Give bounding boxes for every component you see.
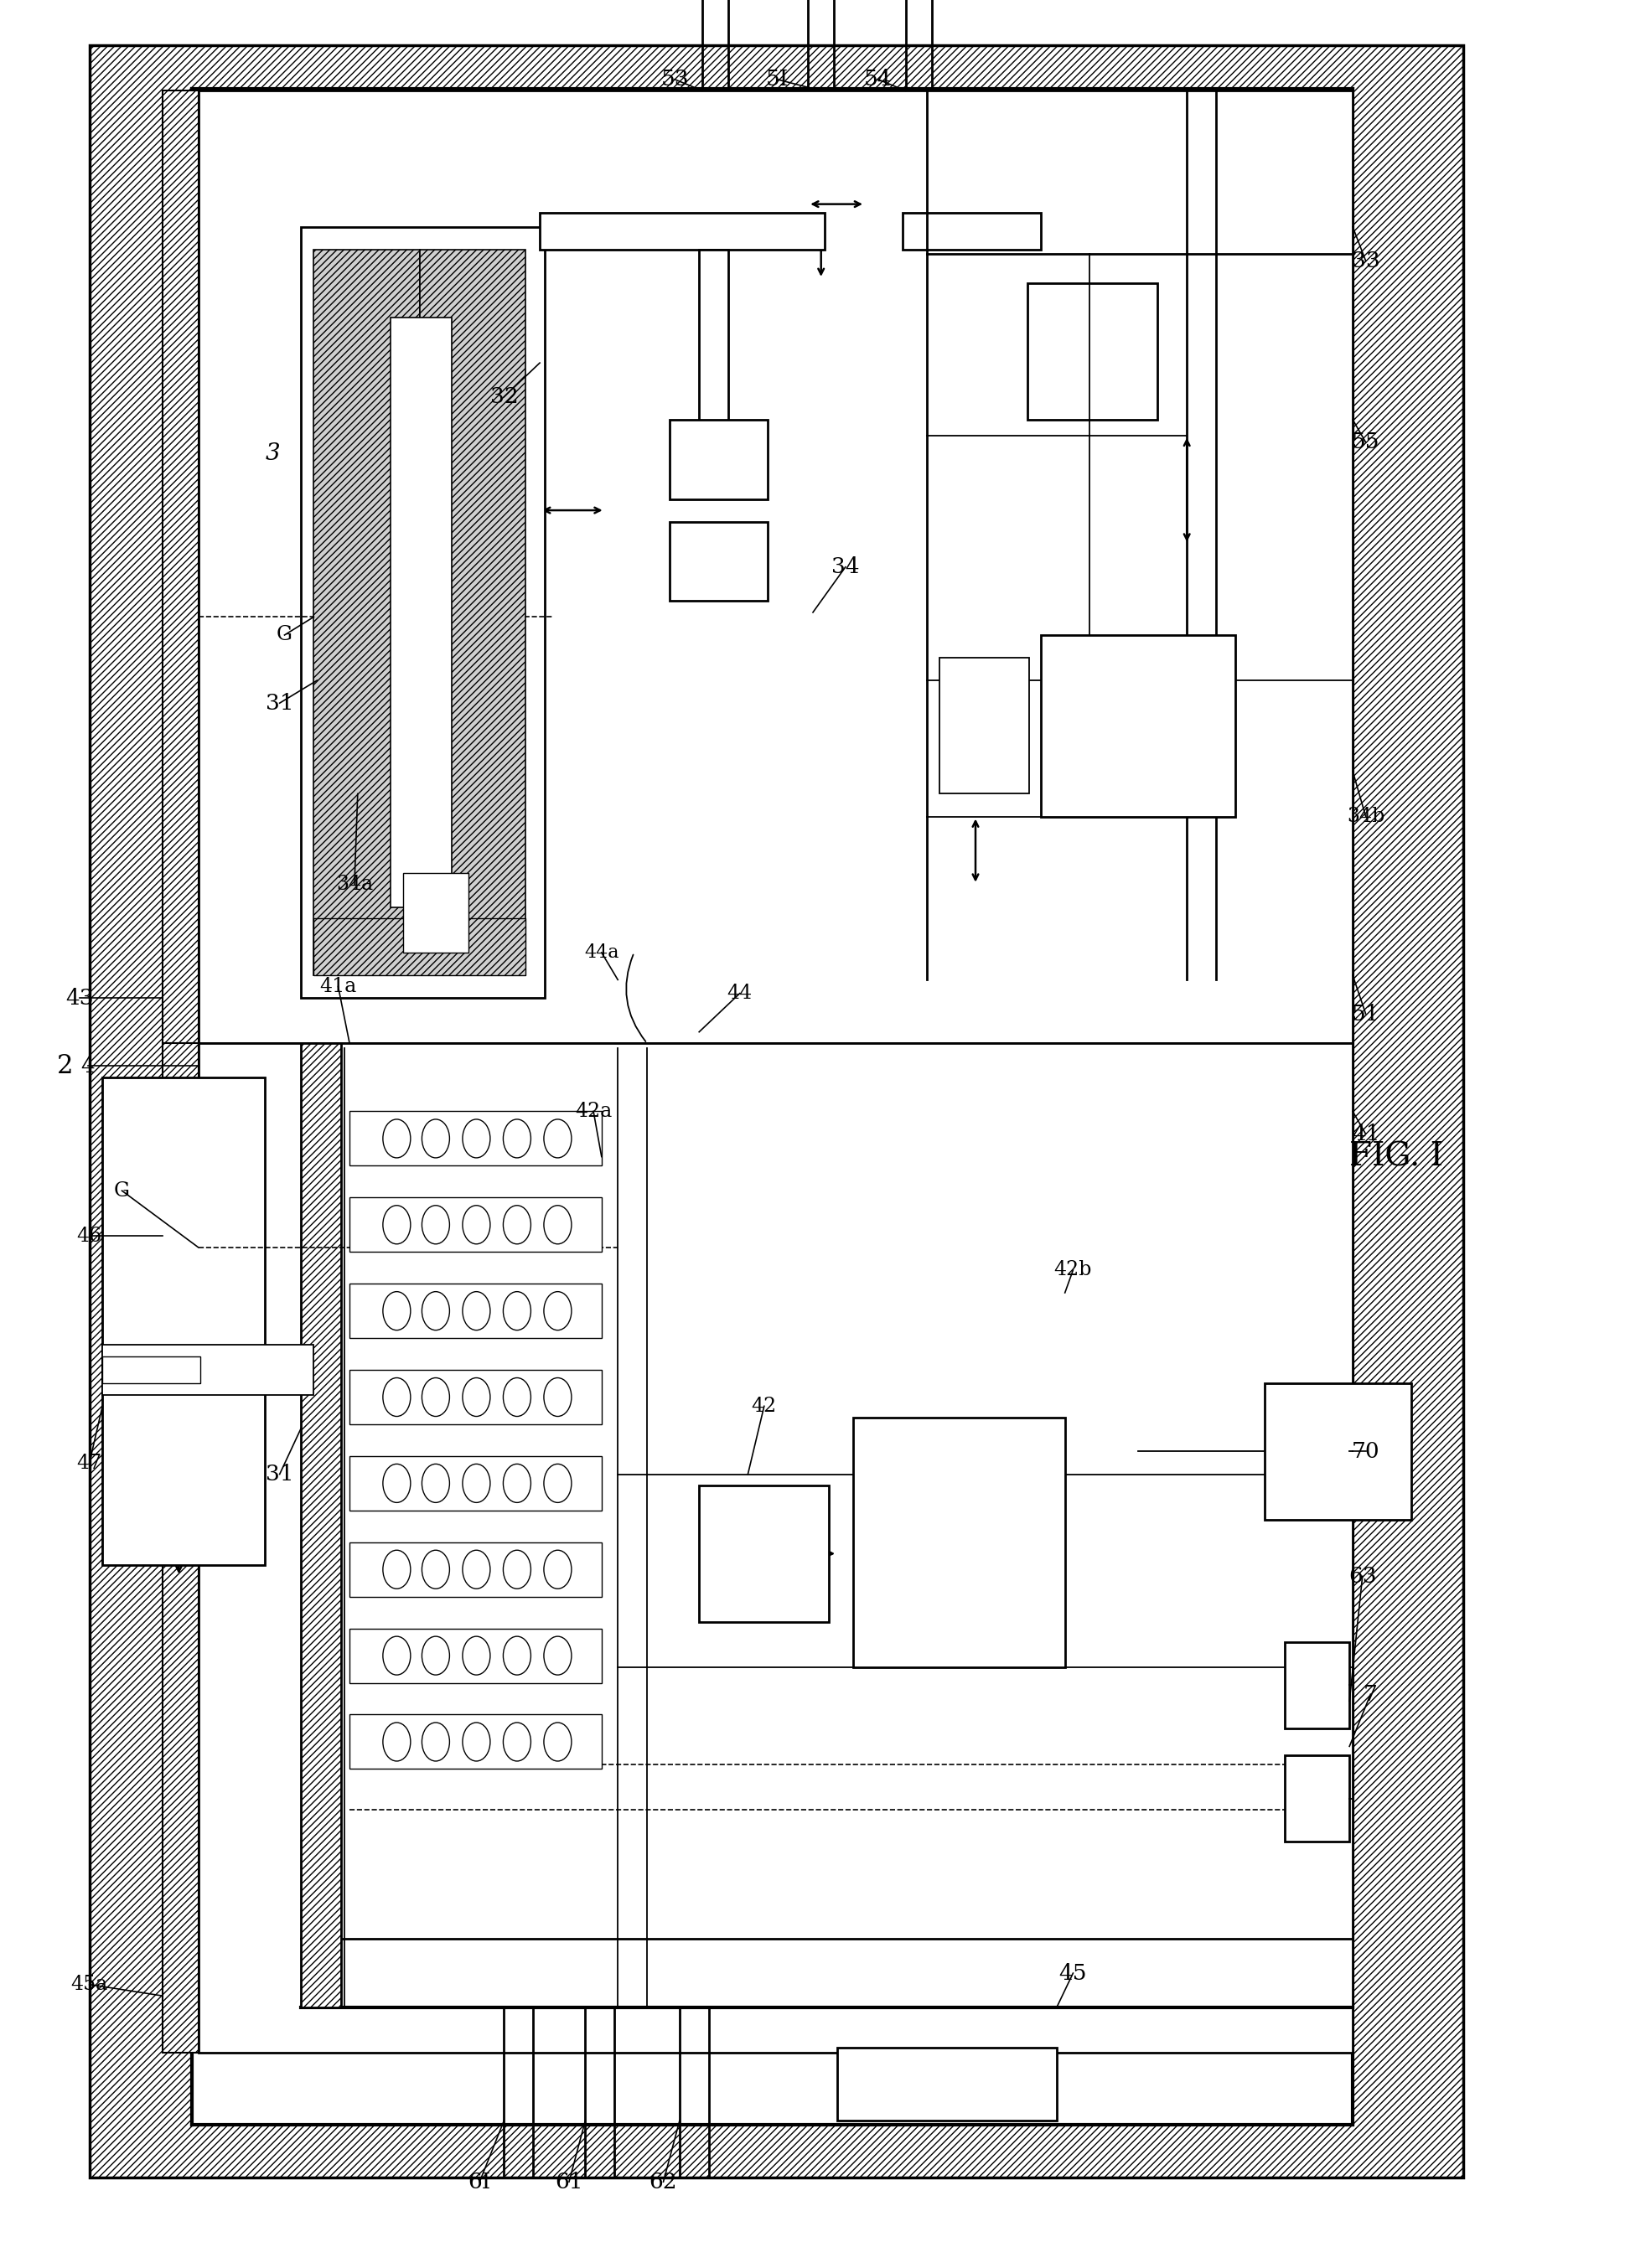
Text: 34: 34 (830, 556, 860, 578)
Bar (349, 1198, 601, 1252)
Text: 63: 63 (1347, 1565, 1376, 1588)
Bar (314, 249, 419, 975)
Bar (162, 1043, 198, 2053)
Text: G: G (276, 626, 292, 644)
Text: 47: 47 (76, 1454, 102, 1472)
Bar (837, 2048, 1056, 2121)
Bar (301, 1043, 341, 2007)
Text: G: G (114, 1182, 130, 1200)
Text: 41: 41 (1350, 1123, 1380, 1145)
Bar (403, 873, 468, 953)
Text: 55: 55 (1350, 431, 1380, 454)
Text: 45a: 45a (71, 1975, 107, 1994)
Bar (1284, 1755, 1349, 1842)
Text: 3: 3 (265, 442, 281, 465)
Bar (699, 249, 728, 431)
Text: 61: 61 (554, 2170, 583, 2193)
Bar (192, 88, 1352, 2125)
Text: 54: 54 (863, 68, 892, 91)
Text: 45: 45 (1058, 1962, 1087, 1984)
Text: 41a: 41a (320, 978, 356, 996)
Bar (699, 1486, 829, 1622)
Bar (102, 1345, 314, 1395)
Bar (89, 45, 1462, 2177)
Bar (349, 1284, 601, 1338)
Bar (939, 658, 1029, 794)
Bar (390, 318, 452, 907)
Text: 2: 2 (57, 1052, 73, 1080)
Text: 62: 62 (648, 2170, 678, 2193)
Bar (301, 227, 544, 998)
Bar (198, 1043, 1352, 2053)
Bar (102, 1356, 200, 1383)
Text: 53: 53 (660, 68, 689, 91)
Text: 34b: 34b (1346, 807, 1384, 826)
Text: 44: 44 (726, 984, 752, 1002)
Bar (669, 522, 767, 601)
Bar (314, 919, 525, 975)
Bar (669, 420, 767, 499)
Text: 6I: 6I (468, 2170, 491, 2193)
Bar (198, 91, 1352, 1043)
Bar (902, 213, 1040, 249)
Text: 70: 70 (1350, 1440, 1380, 1463)
Bar (1284, 1642, 1349, 1728)
Bar (1264, 1383, 1410, 1520)
Bar (349, 1715, 601, 1769)
Bar (349, 1628, 601, 1683)
Text: 42a: 42a (575, 1102, 611, 1120)
Bar (349, 1370, 601, 1424)
Text: 43: 43 (65, 987, 94, 1009)
Text: 4: 4 (81, 1055, 94, 1077)
Bar (853, 1418, 1064, 1667)
Bar (102, 1077, 265, 1565)
Text: 31: 31 (265, 692, 294, 714)
Bar (419, 249, 525, 975)
Text: 51: 51 (1350, 1002, 1380, 1025)
Text: 33: 33 (1350, 249, 1380, 272)
Text: 32: 32 (489, 386, 518, 408)
Bar (349, 1111, 601, 1166)
Bar (1040, 635, 1235, 816)
Bar (540, 213, 824, 249)
Text: 46: 46 (76, 1227, 102, 1245)
Text: 31: 31 (265, 1463, 294, 1486)
Bar (1027, 284, 1157, 420)
Text: FIG. I: FIG. I (1349, 1141, 1443, 1173)
Text: 5I: 5I (765, 68, 788, 91)
Text: 34a: 34a (336, 875, 372, 894)
Text: 42: 42 (751, 1397, 777, 1415)
Bar (349, 1542, 601, 1597)
Text: 7: 7 (1363, 1683, 1376, 1706)
Text: 44a: 44a (583, 943, 619, 962)
Bar (162, 91, 198, 1043)
Bar (349, 1456, 601, 1510)
Text: 42b: 42b (1053, 1261, 1092, 1279)
